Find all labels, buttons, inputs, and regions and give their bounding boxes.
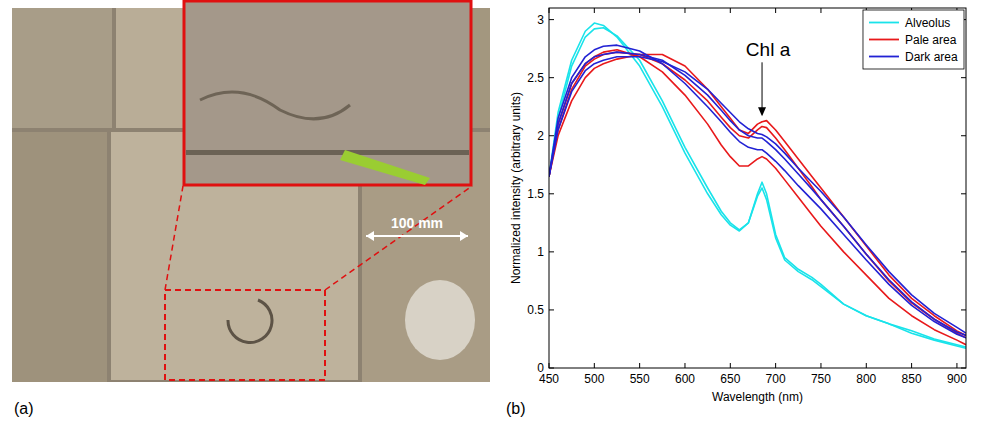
legend-label: Pale area xyxy=(905,33,957,47)
y-tick-label: 0.5 xyxy=(527,303,544,317)
arrow-head xyxy=(758,107,766,116)
inset-joint xyxy=(186,150,469,155)
x-tick xyxy=(594,8,595,13)
y-tick xyxy=(549,309,554,310)
x-tick-label: 700 xyxy=(766,372,786,386)
y-tick xyxy=(961,309,966,310)
x-tick xyxy=(866,363,867,368)
x-tick-label: 550 xyxy=(630,372,650,386)
spectrum-line xyxy=(549,57,966,333)
y-tick xyxy=(549,135,554,136)
y-tick xyxy=(961,77,966,78)
inset xyxy=(184,1,471,185)
scale-label: 100 mm xyxy=(391,215,443,231)
x-tick-label: 750 xyxy=(811,372,831,386)
scale-bar: 100 mm xyxy=(366,215,468,241)
spectrum-line xyxy=(549,50,966,345)
x-tick xyxy=(684,8,685,13)
zoom-line xyxy=(165,186,183,290)
panel-label: (b) xyxy=(506,400,526,417)
axes: 45050055060065070075080085090000.511.522… xyxy=(509,8,967,404)
y-axis-title: Normalized intensity (arbitrary units) xyxy=(509,92,523,284)
stone-block xyxy=(12,8,112,128)
spectrum-line xyxy=(549,45,966,338)
x-tick xyxy=(684,363,685,368)
spectrum-line xyxy=(549,28,966,349)
inset-mark xyxy=(200,92,350,119)
y-tick-label: 2 xyxy=(537,129,544,143)
panel-label: (a) xyxy=(14,400,34,417)
x-tick xyxy=(956,363,957,368)
x-tick-label: 500 xyxy=(584,372,604,386)
scale-arrows xyxy=(366,231,468,241)
x-tick xyxy=(594,363,595,368)
spectrum-line xyxy=(549,23,966,347)
plot-area xyxy=(549,8,966,368)
annotation-text: Chl a xyxy=(746,39,791,60)
x-tick xyxy=(775,363,776,368)
legend-label: Alveolus xyxy=(905,16,950,30)
x-tick xyxy=(775,8,776,13)
x-tick xyxy=(639,363,640,368)
x-tick xyxy=(820,363,821,368)
x-axis-title: Wavelength (nm) xyxy=(712,390,803,404)
annotation: Chl a xyxy=(746,39,791,116)
legend-swatch xyxy=(869,56,899,58)
x-tick-label: 650 xyxy=(720,372,740,386)
zoom-line xyxy=(325,186,472,290)
x-tick xyxy=(730,363,731,368)
x-tick-label: 850 xyxy=(902,372,922,386)
y-tick xyxy=(549,251,554,252)
y-tick-label: 2.5 xyxy=(527,71,544,85)
scale-line xyxy=(366,235,468,237)
y-tick xyxy=(961,135,966,136)
x-tick xyxy=(820,8,821,13)
x-tick xyxy=(911,363,912,368)
y-tick-label: 1 xyxy=(537,245,544,259)
legend-box xyxy=(863,10,964,69)
x-tick xyxy=(730,8,731,13)
stone-block xyxy=(12,132,107,382)
plot-frame xyxy=(549,8,966,368)
curves xyxy=(549,23,966,348)
y-tick-label: 3 xyxy=(537,13,544,27)
x-tick xyxy=(639,8,640,13)
legend: Alveolus Pale area Dark area xyxy=(863,10,964,69)
y-tick xyxy=(961,193,966,194)
y-tick xyxy=(549,193,554,194)
x-tick-label: 900 xyxy=(947,372,967,386)
legend-swatch xyxy=(869,39,899,41)
y-tick-label: 0 xyxy=(537,361,544,375)
spectrum-line xyxy=(549,52,966,338)
annotation-arrow xyxy=(762,62,763,114)
stone-patch xyxy=(405,280,475,360)
y-tick xyxy=(961,251,966,252)
legend-label: Dark area xyxy=(905,50,958,64)
y-tick xyxy=(549,19,554,20)
zoom-region xyxy=(165,290,325,380)
photo-panel: 100 mm xyxy=(12,1,490,382)
x-tick-label: 800 xyxy=(856,372,876,386)
figure: 100 mm(a)(b)4505005506006507007508008509… xyxy=(0,0,998,423)
alveolus-mark xyxy=(228,300,272,342)
spectrum-line xyxy=(549,52,966,335)
x-tick-label: 600 xyxy=(675,372,695,386)
y-tick xyxy=(549,77,554,78)
y-tick-label: 1.5 xyxy=(527,187,544,201)
pencil xyxy=(340,150,430,185)
legend-swatch xyxy=(869,22,899,24)
